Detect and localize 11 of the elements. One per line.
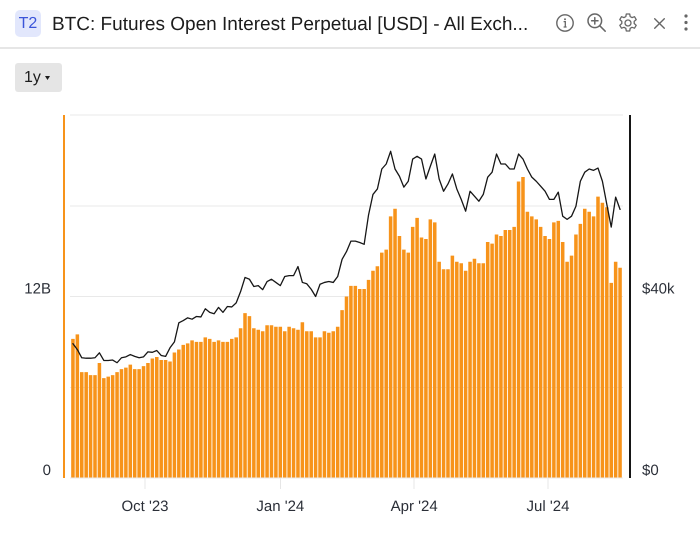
y2-tick-label: $40k — [642, 280, 676, 298]
x-tick-label: Apr '24 — [390, 498, 438, 516]
y-tick-label: 0 — [42, 462, 51, 480]
x-tick-label: Oct '23 — [121, 498, 169, 516]
y2-tick-label: $0 — [642, 462, 659, 480]
text: T2 — [18, 14, 38, 33]
x-tick-label: Jan '24 — [256, 498, 304, 516]
text: 1y — [24, 68, 41, 87]
x-tick-label: Jul '24 — [526, 498, 570, 516]
y-tick-label: 12B — [24, 280, 51, 298]
chart-title: BTC: Futures Open Interest Perpetual [USD] - All Exch... — [52, 14, 528, 35]
